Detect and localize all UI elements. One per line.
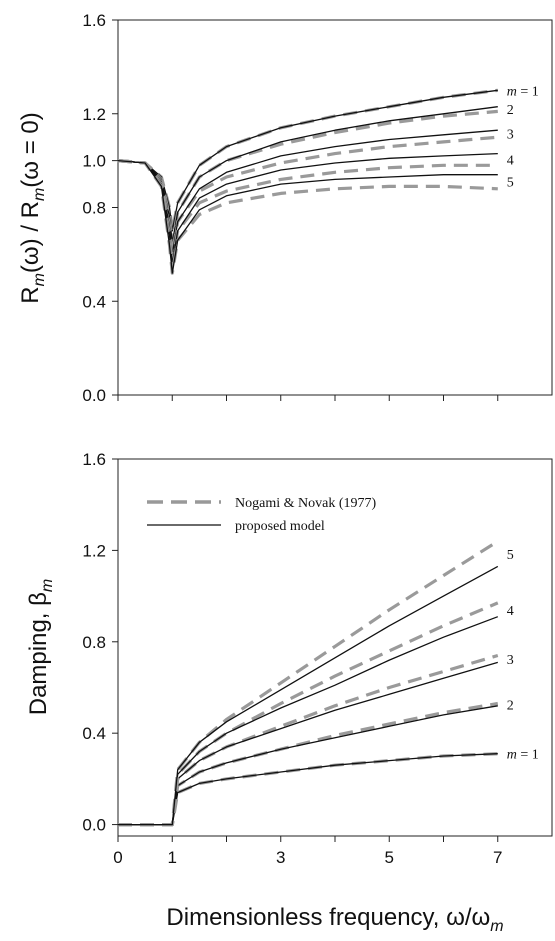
x-axis-label: Dimensionless frequency, ω/ωm xyxy=(166,904,503,935)
top-curve-label-2: 2 xyxy=(507,103,514,118)
bottom-curve-label-4: 4 xyxy=(507,604,514,619)
top-ytick-label: 1.0 xyxy=(82,152,106,171)
bottom-ytick-label: 1.6 xyxy=(82,450,106,469)
bottom-ytick-label: 0.8 xyxy=(82,633,106,652)
bottom-xtick-label: 1 xyxy=(168,848,177,867)
top-ytick-label: 0.4 xyxy=(82,292,106,311)
top-model-curve-5 xyxy=(117,159,498,274)
bottom-panel: 0.0 0.4 0.8 1.2 1.6 0 1 3 5 7 m = 1 2 3 4 5 Damping,… xyxy=(25,450,553,867)
bottom-model-curve-5 xyxy=(118,565,499,826)
top-ytick-label: 1.2 xyxy=(82,105,106,124)
bottom-ytick-label: 1.2 xyxy=(82,541,106,560)
bottom-xtick-label: 3 xyxy=(276,848,285,867)
legend: Nogami & Novak (1977) proposed model xyxy=(147,496,376,534)
top-ytick-label: 1.6 xyxy=(82,11,106,30)
bottom-xtick-label: 0 xyxy=(113,848,122,867)
top-y-axis-label: Rm(ω) / Rm(ω = 0) xyxy=(17,112,48,303)
bottom-y-axis-label: Damping, βm xyxy=(25,579,56,716)
bottom-nogami-curve-5 xyxy=(118,539,499,827)
bottom-curve-label-2: 2 xyxy=(507,699,514,714)
top-model-curve-4 xyxy=(117,152,498,265)
bottom-curve-label-3: 3 xyxy=(507,653,514,668)
legend-nogami-label: Nogami & Novak (1977) xyxy=(235,496,376,511)
bottom-curve-label-5: 5 xyxy=(507,548,514,563)
bottom-curve-label-1: m = 1 xyxy=(507,748,539,763)
top-ytick-label: 0.0 xyxy=(82,386,106,405)
top-plot-frame xyxy=(117,19,553,396)
top-curve-label-5: 5 xyxy=(507,176,514,191)
bottom-xtick-label: 7 xyxy=(493,848,502,867)
top-curve-label-4: 4 xyxy=(507,153,514,168)
top-curve-label-1: m = 1 xyxy=(507,84,539,99)
top-nogami-curve-1 xyxy=(117,88,499,233)
top-ytick-label: 0.8 xyxy=(82,199,106,218)
legend-model-label: proposed model xyxy=(235,519,325,534)
top-panel: 0.0 0.4 0.8 1.0 1.2 1.6 m = 1 2 3 4 5 Rm(ω) / Rm(… xyxy=(17,11,553,405)
bottom-xtick-label: 5 xyxy=(385,848,394,867)
top-model-curve-1 xyxy=(117,89,498,232)
bottom-ytick-label: 0.4 xyxy=(82,724,106,743)
bottom-ytick-label: 0.0 xyxy=(82,816,106,835)
top-curve-label-3: 3 xyxy=(507,128,514,143)
